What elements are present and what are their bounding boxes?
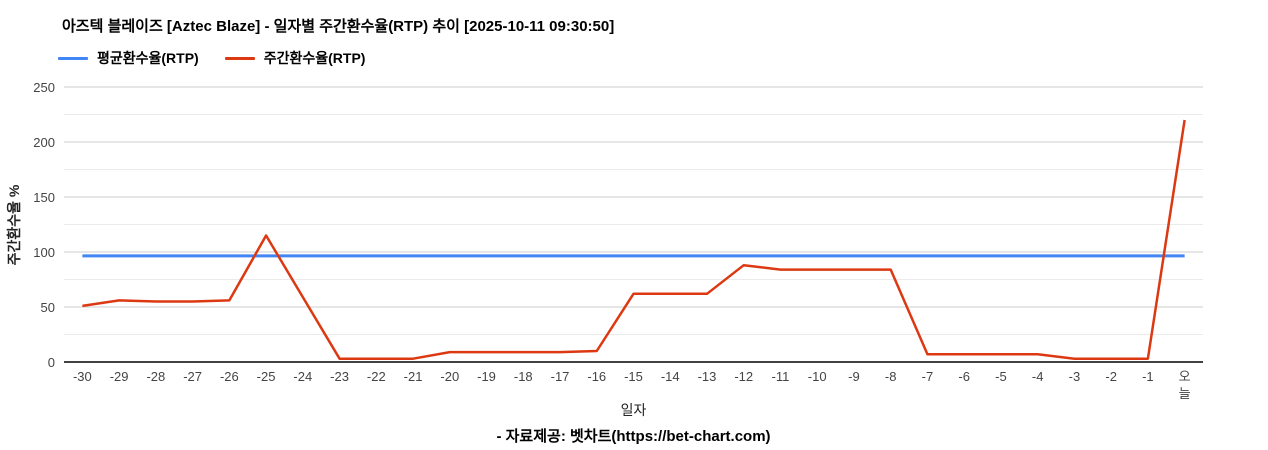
x-tick-label: -18 xyxy=(514,369,533,384)
weekly-rtp-line xyxy=(82,119,1186,360)
x-tick-label: -15 xyxy=(624,369,643,384)
x-tick-label: -1 xyxy=(1142,369,1154,384)
y-tick-label: 150 xyxy=(33,190,55,205)
chart-legend: 평균환수율(RTP) 주간환수율(RTP) xyxy=(58,48,365,68)
y-tick-label: 50 xyxy=(41,300,55,315)
x-tick-label: 늘 xyxy=(1179,386,1191,401)
x-tick-label: -9 xyxy=(848,369,860,384)
chart-title: 아즈텍 블레이즈 [Aztec Blaze] - 일자별 주간환수율(RTP) … xyxy=(62,18,615,35)
y-tick-label: 0 xyxy=(48,355,55,370)
legend-item-weekly: 주간환수율(RTP) xyxy=(224,48,366,68)
x-tick-label: -26 xyxy=(220,369,239,384)
x-tick-label: -2 xyxy=(1105,369,1117,384)
x-tick-label: -12 xyxy=(734,369,753,384)
weekly-line-swatch xyxy=(224,56,255,60)
x-tick-label: -6 xyxy=(958,369,970,384)
x-tick-label: -7 xyxy=(922,369,934,384)
x-tick-label: -24 xyxy=(293,369,312,384)
x-tick-label: -11 xyxy=(772,369,790,384)
source-attribution: - 자료제공: 벳차트(https://bet-chart.com) xyxy=(496,428,771,445)
x-tick-label: -28 xyxy=(146,369,165,384)
legend-label-weekly: 주간환수율(RTP) xyxy=(263,50,366,66)
average-line-swatch xyxy=(58,56,88,60)
legend-label-average: 평균환수율(RTP) xyxy=(97,50,199,66)
legend-item-average: 평균환수율(RTP) xyxy=(58,48,199,68)
x-tick-label: -4 xyxy=(1032,369,1044,384)
x-tick-label: -22 xyxy=(367,369,386,384)
x-tick-label: -23 xyxy=(330,369,349,384)
x-tick-label: -16 xyxy=(587,369,606,384)
x-tick-label: -8 xyxy=(885,369,897,384)
x-tick-label: -5 xyxy=(995,369,1007,384)
x-tick-label: -25 xyxy=(257,369,276,384)
x-axis-title: 일자 xyxy=(620,402,647,418)
y-tick-label: 200 xyxy=(33,135,55,150)
x-tick-label: -3 xyxy=(1069,369,1081,384)
x-tick-label: -13 xyxy=(698,369,717,384)
x-tick-label: -30 xyxy=(73,369,92,384)
y-tick-label: 250 xyxy=(33,80,55,95)
x-tick-label: -29 xyxy=(110,369,129,384)
x-tick-label: -21 xyxy=(404,369,423,384)
x-tick-label: -14 xyxy=(661,369,680,384)
x-tick-label: -19 xyxy=(477,369,496,384)
x-tick-label: -10 xyxy=(808,369,827,384)
x-tick-label: -27 xyxy=(183,369,202,384)
y-tick-label: 100 xyxy=(33,245,55,260)
x-tick-label: -20 xyxy=(440,369,459,384)
x-tick-label: 오 xyxy=(1179,369,1191,384)
x-tick-label: -17 xyxy=(551,369,570,384)
